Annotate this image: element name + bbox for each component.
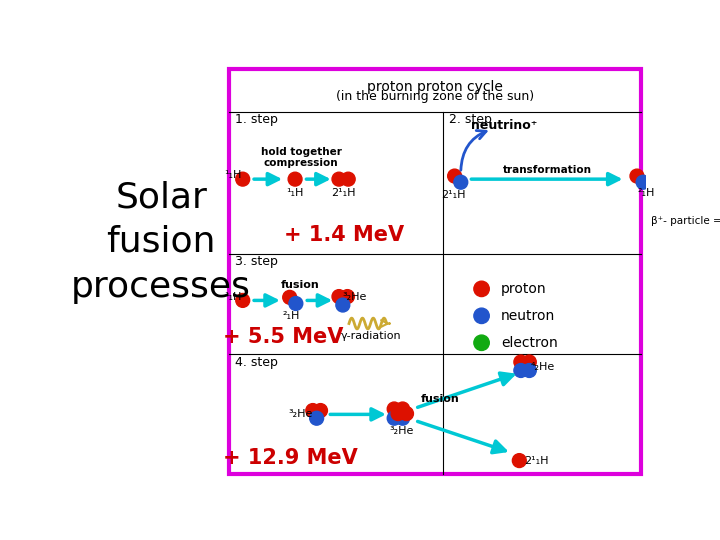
Text: ⁴₂He: ⁴₂He	[530, 362, 554, 372]
Circle shape	[474, 308, 490, 323]
Circle shape	[387, 402, 401, 416]
Circle shape	[474, 281, 490, 296]
Text: ²₁H: ²₁H	[637, 188, 655, 198]
Text: 3. step: 3. step	[235, 255, 278, 268]
Text: fusion: fusion	[281, 280, 320, 290]
Circle shape	[235, 294, 250, 307]
Circle shape	[391, 407, 405, 421]
Circle shape	[396, 402, 410, 416]
Text: 2¹₁H: 2¹₁H	[441, 190, 465, 200]
Text: hold together
compression: hold together compression	[261, 147, 342, 168]
Circle shape	[235, 172, 250, 186]
Text: fusion: fusion	[421, 394, 460, 404]
Text: proton proton cycle: proton proton cycle	[367, 80, 503, 94]
Circle shape	[636, 176, 650, 189]
Text: proton: proton	[501, 282, 546, 296]
Circle shape	[288, 172, 302, 186]
Text: ³₂He: ³₂He	[288, 409, 312, 420]
Text: ³₂He: ³₂He	[390, 426, 414, 436]
Circle shape	[306, 403, 320, 417]
Text: ¹₁H: ¹₁H	[224, 170, 241, 180]
Text: + 1.4 MeV: + 1.4 MeV	[284, 225, 404, 245]
Circle shape	[332, 172, 346, 186]
Circle shape	[332, 289, 346, 303]
Bar	[229, 70, 641, 475]
Circle shape	[660, 214, 673, 228]
Circle shape	[310, 411, 323, 425]
Circle shape	[474, 335, 490, 350]
Text: ²₁H: ²₁H	[282, 311, 300, 321]
Text: 1. step: 1. step	[235, 113, 278, 126]
Text: neutron: neutron	[501, 309, 555, 323]
Text: β⁺- particle =⁰₊₁e: β⁺- particle =⁰₊₁e	[652, 217, 720, 226]
Text: 2¹₁H: 2¹₁H	[331, 188, 356, 198]
Circle shape	[513, 454, 526, 468]
Circle shape	[523, 363, 536, 377]
Text: (in the burning zone of the sun): (in the burning zone of the sun)	[336, 90, 534, 103]
Circle shape	[336, 298, 350, 312]
Circle shape	[314, 403, 328, 417]
Text: 2¹₁H: 2¹₁H	[524, 456, 549, 465]
Circle shape	[514, 363, 528, 377]
Text: transformation: transformation	[503, 165, 591, 175]
Text: neutrino⁺: neutrino⁺	[472, 119, 538, 132]
Circle shape	[400, 407, 413, 421]
Circle shape	[283, 291, 297, 304]
Circle shape	[387, 411, 401, 425]
Circle shape	[289, 296, 303, 310]
Text: ¹₁H: ¹₁H	[224, 292, 241, 301]
Circle shape	[514, 355, 528, 369]
Text: ¹₁H: ¹₁H	[287, 188, 304, 198]
Circle shape	[396, 411, 410, 425]
Text: 4. step: 4. step	[235, 355, 278, 368]
Text: + 5.5 MeV: + 5.5 MeV	[222, 327, 343, 347]
Circle shape	[523, 355, 536, 369]
Circle shape	[448, 169, 462, 183]
Circle shape	[630, 169, 644, 183]
Circle shape	[341, 289, 354, 303]
Text: 2. step: 2. step	[449, 113, 492, 126]
Text: γ-radiation: γ-radiation	[341, 331, 401, 341]
Text: ³₂He: ³₂He	[342, 292, 366, 301]
Circle shape	[454, 176, 468, 189]
Circle shape	[341, 172, 355, 186]
Text: + 12.9 MeV: + 12.9 MeV	[223, 448, 358, 468]
Text: electron: electron	[501, 336, 557, 350]
Text: Solar
fusion
processes: Solar fusion processes	[71, 180, 251, 303]
